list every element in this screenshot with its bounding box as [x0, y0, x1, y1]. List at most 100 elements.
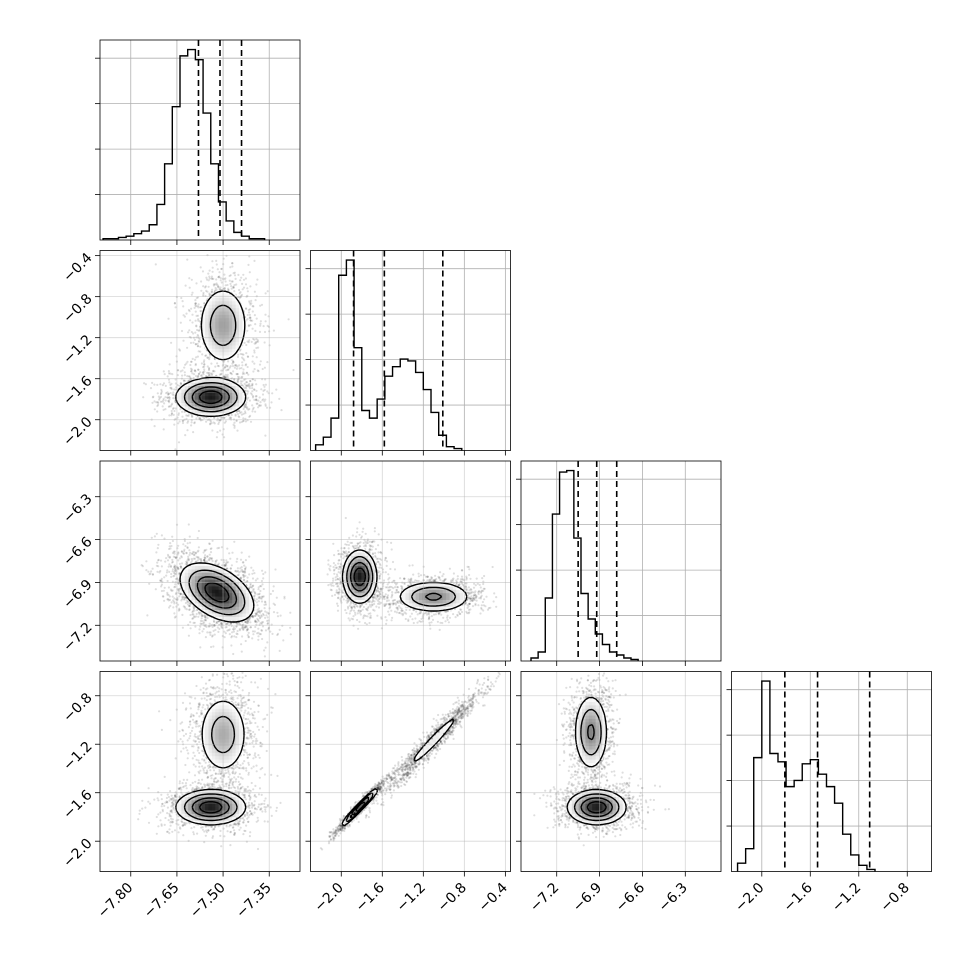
sample-point — [186, 346, 189, 349]
density-cell — [211, 297, 216, 302]
sample-point — [220, 622, 223, 625]
sample-point — [233, 426, 236, 429]
sample-point — [259, 597, 262, 600]
sample-point — [223, 273, 226, 276]
density-cell — [228, 318, 233, 323]
sample-point — [246, 621, 249, 625]
sample-point — [169, 383, 172, 386]
sample-point — [217, 422, 220, 426]
sample-point — [249, 621, 252, 624]
sample-point — [202, 371, 205, 374]
sample-point — [183, 595, 186, 599]
sample-point — [230, 564, 233, 567]
sample-point — [155, 532, 158, 535]
sample-point — [246, 620, 249, 623]
sample-point — [234, 277, 237, 280]
sample-point — [220, 267, 223, 270]
sample-point — [223, 287, 226, 290]
sample-point — [202, 373, 205, 376]
density-cell — [198, 389, 203, 394]
sample-point — [167, 399, 171, 403]
density-cell — [201, 331, 206, 336]
sample-point — [170, 386, 173, 389]
sample-point — [196, 345, 199, 348]
sample-point — [171, 568, 174, 571]
sample-point — [235, 372, 238, 376]
sample-point — [258, 595, 261, 599]
sample-point — [200, 559, 203, 563]
sample-point — [261, 399, 264, 402]
density-cell — [218, 304, 223, 309]
sample-point — [247, 408, 250, 411]
sample-point — [194, 319, 197, 322]
density-cell — [205, 321, 209, 326]
sample-point — [197, 615, 200, 618]
density-cell — [218, 352, 223, 356]
sample-point — [190, 424, 193, 427]
density-cell — [222, 291, 226, 295]
sample-point — [174, 615, 177, 618]
sample-point — [170, 589, 173, 592]
sample-point — [252, 616, 255, 619]
sample-point — [235, 283, 238, 286]
sample-point — [199, 646, 202, 649]
sample-point — [235, 560, 238, 563]
sample-point — [178, 348, 181, 351]
density-cell — [238, 325, 243, 329]
sample-point — [251, 355, 254, 358]
sample-point — [229, 622, 232, 625]
sample-point — [248, 316, 251, 319]
sample-point — [178, 595, 181, 598]
density-cell — [215, 328, 220, 333]
sample-point — [211, 539, 214, 542]
sample-point — [203, 558, 206, 561]
sample-point — [244, 420, 247, 423]
density-cell — [205, 331, 209, 336]
sample-point — [250, 566, 253, 569]
sample-point — [237, 273, 240, 276]
sample-point — [178, 384, 181, 387]
sample-point — [170, 388, 173, 391]
sample-point — [229, 371, 232, 375]
sample-point — [171, 589, 174, 592]
density-cell — [194, 379, 199, 384]
sample-point — [191, 617, 194, 620]
sample-point — [156, 400, 159, 404]
sample-point — [244, 283, 248, 286]
sample-point — [190, 360, 193, 363]
density-cell — [215, 318, 220, 323]
sample-point — [173, 409, 176, 413]
sample-point — [153, 383, 156, 386]
sample-point — [249, 414, 252, 417]
sample-point — [263, 366, 266, 369]
sample-point — [244, 364, 247, 367]
density-cell — [238, 403, 243, 407]
sample-point — [208, 293, 211, 296]
sample-point — [156, 410, 159, 413]
density-cell — [188, 409, 192, 414]
sample-point — [244, 620, 247, 624]
density-cell — [235, 304, 240, 309]
density-cell — [205, 318, 209, 323]
sample-point — [203, 614, 206, 617]
sample-point — [197, 318, 200, 321]
sample-point — [251, 390, 254, 393]
sample-point — [173, 566, 176, 569]
density-cell — [211, 386, 216, 390]
sample-point — [224, 284, 227, 287]
sample-point — [189, 367, 193, 370]
sample-point — [236, 567, 239, 570]
sample-point — [187, 555, 190, 558]
sample-point — [255, 598, 258, 601]
density-cell — [188, 396, 192, 401]
sample-point — [230, 413, 233, 417]
sample-point — [180, 567, 183, 570]
density-cell — [235, 325, 240, 329]
sample-point — [242, 420, 245, 423]
density-cell — [222, 355, 226, 360]
sample-point — [191, 617, 195, 620]
sample-point — [264, 404, 267, 407]
sample-point — [247, 631, 250, 635]
sample-point — [255, 283, 258, 286]
sample-point — [271, 589, 275, 593]
